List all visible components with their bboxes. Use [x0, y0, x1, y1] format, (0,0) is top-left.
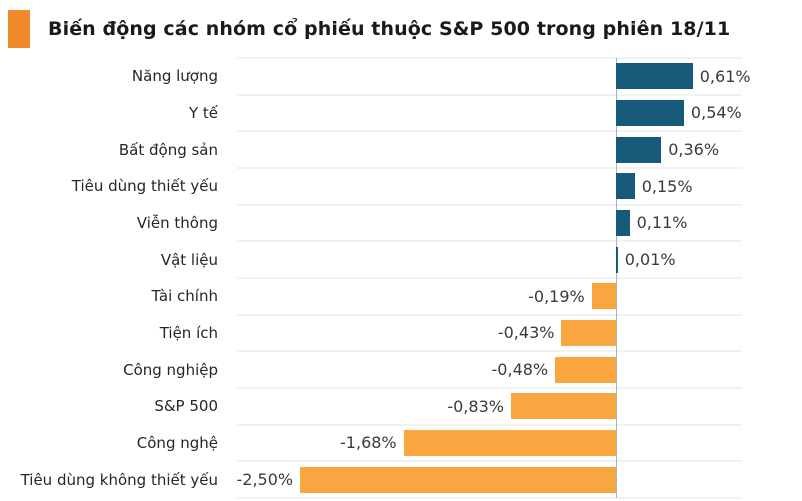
row-gridline: [237, 423, 742, 426]
value-label: 0,36%: [668, 140, 720, 160]
value-label: -0,48%: [491, 360, 549, 380]
bar: [615, 136, 662, 163]
value-label: 0,11%: [636, 213, 688, 233]
value-label: -0,43%: [497, 323, 555, 343]
category-label: Tiêu dùng không thiết yếu: [20, 470, 218, 489]
row-gridline: [237, 350, 742, 353]
category-label: Tiện ích: [159, 323, 218, 342]
category-label: Năng lượng: [131, 67, 218, 86]
row-gridline: [237, 240, 742, 243]
value-label: -0,19%: [528, 286, 585, 306]
value-label: 0,01%: [624, 250, 676, 270]
bar: [615, 99, 684, 126]
bar: [615, 63, 693, 90]
chart-title: Biến động các nhóm cổ phiếu thuộc S&P 50…: [48, 18, 731, 40]
bar: [591, 283, 616, 310]
value-label: 0,15%: [641, 176, 693, 196]
bar: [561, 319, 616, 346]
title-marker-icon: [8, 10, 30, 48]
category-label: Viễn thông: [136, 213, 218, 232]
bar: [300, 466, 616, 493]
chart-row: Tiêu dùng thiết yếu 0,15%: [0, 168, 802, 205]
row-gridline: [237, 313, 742, 316]
chart-row: S&P 500 -0,83%: [0, 388, 802, 425]
chart-row: Tài chính -0,19%: [0, 278, 802, 315]
category-label: Tài chính: [151, 287, 218, 306]
bar-chart-plot-area: Năng lượng 0,61% Y tế 0,54% Bất động sản 0,36…: [0, 57, 802, 499]
row-gridline: [237, 57, 742, 59]
chart-row: Y tế 0,54%: [0, 95, 802, 132]
bar: [615, 173, 635, 200]
row-gridline: [237, 387, 742, 389]
chart-row: Vật liệu 0,01%: [0, 241, 802, 278]
bar: [615, 246, 618, 273]
chart-row: Tiện ích -0,43%: [0, 315, 802, 352]
category-label: S&P 500: [154, 397, 218, 416]
bar: [403, 429, 616, 456]
zero-axis-line: [616, 58, 617, 498]
bar: [555, 356, 616, 383]
category-label: Y tế: [188, 103, 218, 122]
value-label: 0,61%: [699, 66, 751, 86]
value-label: 0,54%: [690, 103, 742, 123]
row-gridline: [237, 460, 742, 463]
category-label: Vật liệu: [160, 250, 218, 269]
chart-row: Viễn thông 0,11%: [0, 205, 802, 242]
chart-row: Bất động sản 0,36%: [0, 131, 802, 168]
row-gridline: [237, 277, 742, 279]
row-gridline: [237, 130, 742, 133]
bar: [510, 393, 616, 420]
category-label: Công nghiệp: [123, 360, 218, 379]
chart-header: Biến động các nhóm cổ phiếu thuộc S&P 50…: [0, 0, 802, 58]
chart-row: Tiêu dùng không thiết yếu -2,50%: [0, 461, 802, 498]
category-label: Bất động sản: [118, 140, 218, 159]
value-label: -2,50%: [236, 470, 294, 490]
row-gridline: [237, 93, 742, 96]
row-gridline: [237, 497, 742, 499]
value-label: -1,68%: [340, 433, 397, 453]
row-gridline: [237, 167, 742, 169]
category-label: Tiêu dùng thiết yếu: [71, 177, 218, 196]
value-label: -0,83%: [447, 396, 504, 416]
chart-row: Công nghiệp -0,48%: [0, 351, 802, 388]
bar: [615, 209, 630, 236]
category-label: Công nghệ: [136, 433, 218, 452]
row-gridline: [237, 203, 742, 206]
chart-row: Công nghệ -1,68%: [0, 425, 802, 462]
chart-row: Năng lượng 0,61%: [0, 58, 802, 95]
